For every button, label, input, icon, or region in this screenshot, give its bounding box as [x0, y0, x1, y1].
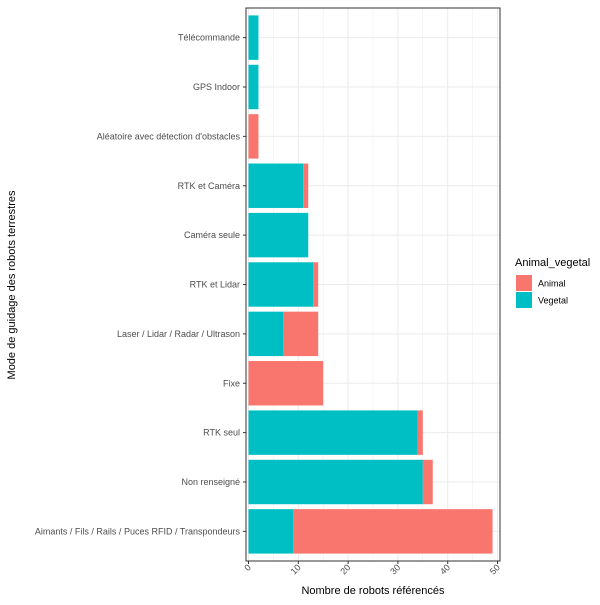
- y-tick-label: RTK et Lidar: [190, 280, 240, 290]
- bar-animal: [313, 262, 319, 307]
- x-axis-title: Nombre de robots référencés: [301, 585, 445, 597]
- y-axis-title: Mode de guidage des robots terrestres: [6, 190, 18, 379]
- bar-vegetal: [248, 459, 423, 505]
- y-tick-label: Laser / Lidar / Radar / Ultrason: [117, 329, 240, 339]
- x-tick-label: 0: [242, 562, 253, 573]
- bar-vegetal: [248, 15, 259, 60]
- bar-animal: [248, 114, 259, 159]
- bar-animal: [283, 311, 319, 357]
- bar-vegetal: [248, 509, 294, 554]
- legend-key-vegetal: [516, 292, 532, 308]
- bar-vegetal: [248, 262, 314, 307]
- y-tick-label: Caméra seule: [184, 230, 240, 240]
- y-tick-label: Fixe: [223, 378, 240, 388]
- legend-label-animal: Animal: [538, 279, 566, 289]
- x-axis-ticks: 0 10 20 30 40 50: [242, 561, 502, 576]
- bar-vegetal: [248, 64, 259, 110]
- y-axis-ticks: Télécommande GPS Indoor Aléatoire avec dét…: [35, 33, 246, 536]
- x-tick-label: 20: [338, 562, 352, 576]
- x-tick-label: 50: [488, 562, 502, 576]
- y-tick-label: RTK et Caméra: [178, 181, 240, 191]
- x-tick-label: 30: [388, 562, 402, 576]
- bar-animal: [303, 163, 309, 208]
- bar-vegetal: [248, 212, 309, 258]
- bar-animal: [417, 410, 423, 455]
- y-tick-label: Aimants / Fils / Rails / Puces RFID / Tr…: [35, 526, 241, 536]
- bar-vegetal: [248, 163, 304, 208]
- bars: [248, 15, 493, 554]
- bar-vegetal: [248, 410, 418, 455]
- legend-entries: Animal Vegetal: [516, 275, 568, 308]
- legend-title: Animal_vegetal: [515, 257, 590, 269]
- y-tick-label: RTK seul: [203, 428, 240, 438]
- y-tick-label: Aléatoire avec détection d'obstacles: [97, 131, 241, 141]
- bar-animal: [293, 509, 493, 554]
- bar-animal: [248, 361, 324, 406]
- legend-key-animal: [516, 275, 532, 291]
- legend: Animal_vegetal Animal Vegetal: [515, 257, 590, 308]
- y-tick-label: GPS Indoor: [193, 82, 240, 92]
- y-tick-label: Télécommande: [178, 33, 240, 43]
- x-tick-label: 10: [289, 562, 303, 576]
- x-tick-label: 40: [438, 562, 452, 576]
- bar-vegetal: [248, 311, 284, 357]
- y-tick-label: Non renseigné: [181, 477, 240, 487]
- legend-label-vegetal: Vegetal: [538, 296, 568, 306]
- bar-animal: [422, 459, 433, 505]
